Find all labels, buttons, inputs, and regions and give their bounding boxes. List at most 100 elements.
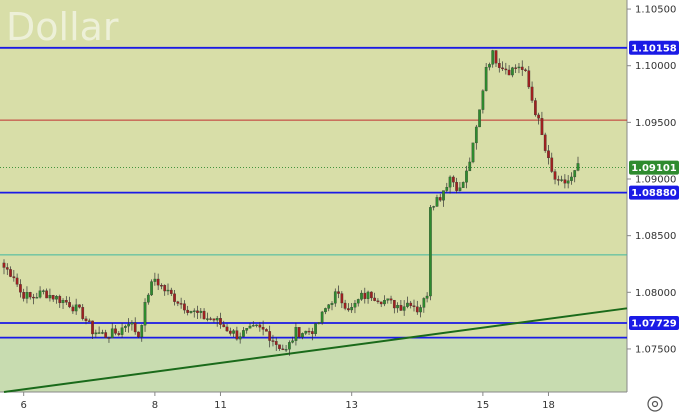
candle-0 xyxy=(2,259,6,275)
candle-body xyxy=(297,327,301,338)
candle-58 xyxy=(192,308,196,318)
candle-79 xyxy=(261,320,265,336)
candle-body xyxy=(268,331,272,341)
y-tick-label: 1.09000 xyxy=(635,175,676,186)
candle-body xyxy=(160,285,163,287)
y-tick-label: 1.09500 xyxy=(635,118,676,129)
candle-134 xyxy=(442,190,445,207)
candle-body xyxy=(402,306,406,311)
candle-body xyxy=(484,66,488,91)
candle-body xyxy=(550,157,554,172)
candle-body xyxy=(471,142,475,163)
candle-body xyxy=(94,332,98,335)
candle-body xyxy=(97,332,101,334)
candle-body xyxy=(169,289,173,294)
candle-138 xyxy=(455,177,458,194)
candle-body xyxy=(288,342,291,350)
candle-26 xyxy=(87,318,91,322)
candle-body xyxy=(422,298,426,308)
candle-body xyxy=(219,318,222,325)
candle-body xyxy=(156,278,160,286)
candle-36 xyxy=(120,322,124,339)
candle-body xyxy=(468,161,472,172)
candle-109 xyxy=(360,290,363,301)
candle-body xyxy=(209,318,212,320)
candle-body xyxy=(524,69,527,71)
candle-body xyxy=(511,67,514,76)
candle-68 xyxy=(225,323,229,333)
candle-body xyxy=(228,330,232,334)
candle-body xyxy=(494,50,498,64)
candle-body xyxy=(363,292,367,299)
candle-135 xyxy=(445,182,449,193)
candle-156 xyxy=(514,64,518,73)
price-tag-1.08880-text: 1.08880 xyxy=(631,188,677,199)
candle-body xyxy=(186,309,190,313)
candle-74 xyxy=(245,328,249,334)
candle-body xyxy=(278,344,281,349)
candle-body xyxy=(543,134,547,151)
x-tick-label: 8 xyxy=(152,400,158,411)
candle-body xyxy=(465,170,468,183)
candle-37 xyxy=(124,324,127,332)
candle-130 xyxy=(429,205,432,301)
candle-body xyxy=(379,301,383,305)
candle-body xyxy=(61,300,65,304)
candle-body xyxy=(317,322,321,324)
candle-164 xyxy=(540,111,544,136)
candle-body xyxy=(435,197,439,207)
candle-body xyxy=(127,324,130,327)
candle-1 xyxy=(5,263,9,276)
candle-163 xyxy=(537,112,540,125)
candle-body xyxy=(192,310,196,312)
candle-body xyxy=(189,311,193,313)
candle-body xyxy=(58,296,62,304)
candle-body xyxy=(133,322,137,333)
candle-body xyxy=(294,327,298,341)
candle-body xyxy=(232,330,235,334)
candle-166 xyxy=(547,145,550,165)
candle-143 xyxy=(471,142,475,164)
candle-body xyxy=(104,332,108,338)
candle-body xyxy=(445,186,449,191)
candle-116 xyxy=(383,295,386,307)
candle-body xyxy=(196,310,199,313)
candle-31 xyxy=(104,329,108,338)
candle-33 xyxy=(110,322,114,339)
candle-171 xyxy=(563,174,567,189)
candle-body xyxy=(265,329,268,332)
candle-body xyxy=(501,67,504,70)
candle-45 xyxy=(150,279,153,297)
candle-145 xyxy=(478,109,481,128)
settings-button[interactable] xyxy=(647,396,663,412)
candle-89 xyxy=(294,322,298,346)
candle-46 xyxy=(153,272,157,286)
candle-97 xyxy=(320,310,324,325)
price-tags-layer: 1.10158 1.08880 1.07729 1.09101 xyxy=(629,40,679,331)
candle-body xyxy=(258,324,262,328)
price-tag-1.07729-text: 1.07729 xyxy=(631,319,677,330)
candle-71 xyxy=(235,326,239,341)
candle-body xyxy=(251,325,255,327)
candle-body xyxy=(376,300,380,303)
candle-15 xyxy=(51,294,55,302)
candle-body xyxy=(324,308,327,313)
candle-body xyxy=(284,349,288,351)
candle-body xyxy=(248,325,252,329)
candle-body xyxy=(235,330,239,340)
candle-152 xyxy=(501,61,504,71)
candle-38 xyxy=(127,318,130,333)
candle-body xyxy=(238,336,242,340)
candle-body xyxy=(202,310,206,320)
candle-body xyxy=(15,277,19,285)
candle-5 xyxy=(19,279,22,298)
candle-body xyxy=(199,310,203,313)
candle-body xyxy=(333,291,337,304)
candle-body xyxy=(225,326,229,332)
candle-body xyxy=(520,66,524,70)
candle-83 xyxy=(274,337,278,351)
price-tag-1.10158 xyxy=(629,40,679,55)
candle-160 xyxy=(527,66,531,89)
candle-body xyxy=(42,290,45,292)
